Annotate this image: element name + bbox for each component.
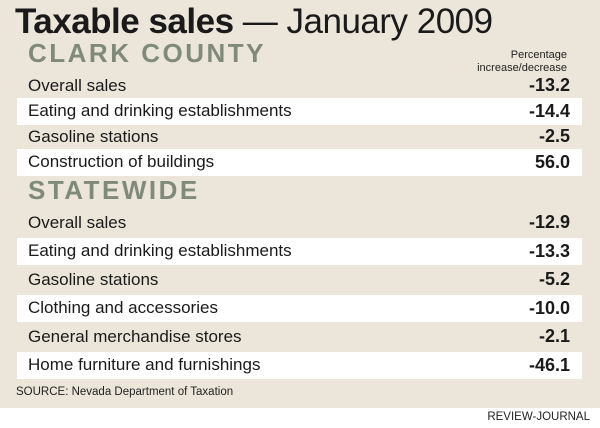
column-header: Percentage increase/decrease <box>477 49 567 75</box>
table-row: Clothing and accessories -10.0 <box>17 294 582 322</box>
row-value: 56.0 <box>534 151 570 172</box>
table-row: General merchandise stores -2.1 <box>17 323 582 350</box>
row-label: Construction of buildings <box>28 152 215 171</box>
section-statewide: STATEWIDE <box>28 175 200 205</box>
row-label: Clothing and accessories <box>28 298 218 317</box>
row-value: -5.2 <box>538 269 570 289</box>
row-value: -13.2 <box>528 75 570 95</box>
table-row: Overall sales -12.9 <box>17 209 582 236</box>
row-label: Home furniture and furnishings <box>28 355 261 374</box>
row-label: Gasoline stations <box>28 126 159 146</box>
row-value: -13.3 <box>528 240 570 261</box>
table-row: Eating and drinking establishments -14.4 <box>17 97 582 125</box>
table-row: Home furniture and furnishings -46.1 <box>17 351 582 379</box>
table-row: Construction of buildings 56.0 <box>17 148 582 176</box>
row-label: General merchandise stores <box>28 326 242 346</box>
source-note: SOURCE: Nevada Department of Taxation <box>16 386 234 398</box>
row-label: Overall sales <box>28 212 127 232</box>
table-row: Eating and drinking establishments -13.3 <box>17 237 582 265</box>
row-label: Eating and drinking establishments <box>28 241 292 260</box>
row-value: -12.9 <box>528 212 570 232</box>
title-rest: — January 2009 <box>233 2 493 41</box>
chart-title: Taxable sales — January 2009 <box>15 2 493 42</box>
row-value: -10.0 <box>528 297 570 318</box>
table-row: Gasoline stations -5.2 <box>17 266 582 293</box>
column-header-line2: increase/decrease <box>477 62 567 74</box>
credit: REVIEW-JOURNAL <box>487 411 590 423</box>
row-value: -2.5 <box>538 126 570 146</box>
table-row: Overall sales -13.2 <box>17 72 582 99</box>
section-clark-county: CLARK COUNTY <box>28 38 266 68</box>
row-value: -14.4 <box>528 100 570 121</box>
infographic-panel <box>0 0 600 408</box>
row-label: Gasoline stations <box>28 269 159 289</box>
row-value: -46.1 <box>528 354 570 375</box>
title-bold: Taxable sales <box>15 2 234 41</box>
row-value: -2.1 <box>538 326 570 346</box>
row-label: Eating and drinking establishments <box>28 101 292 120</box>
table-row: Gasoline stations -2.5 <box>17 123 582 150</box>
column-header-line1: Percentage <box>510 49 567 61</box>
row-label: Overall sales <box>28 75 127 95</box>
